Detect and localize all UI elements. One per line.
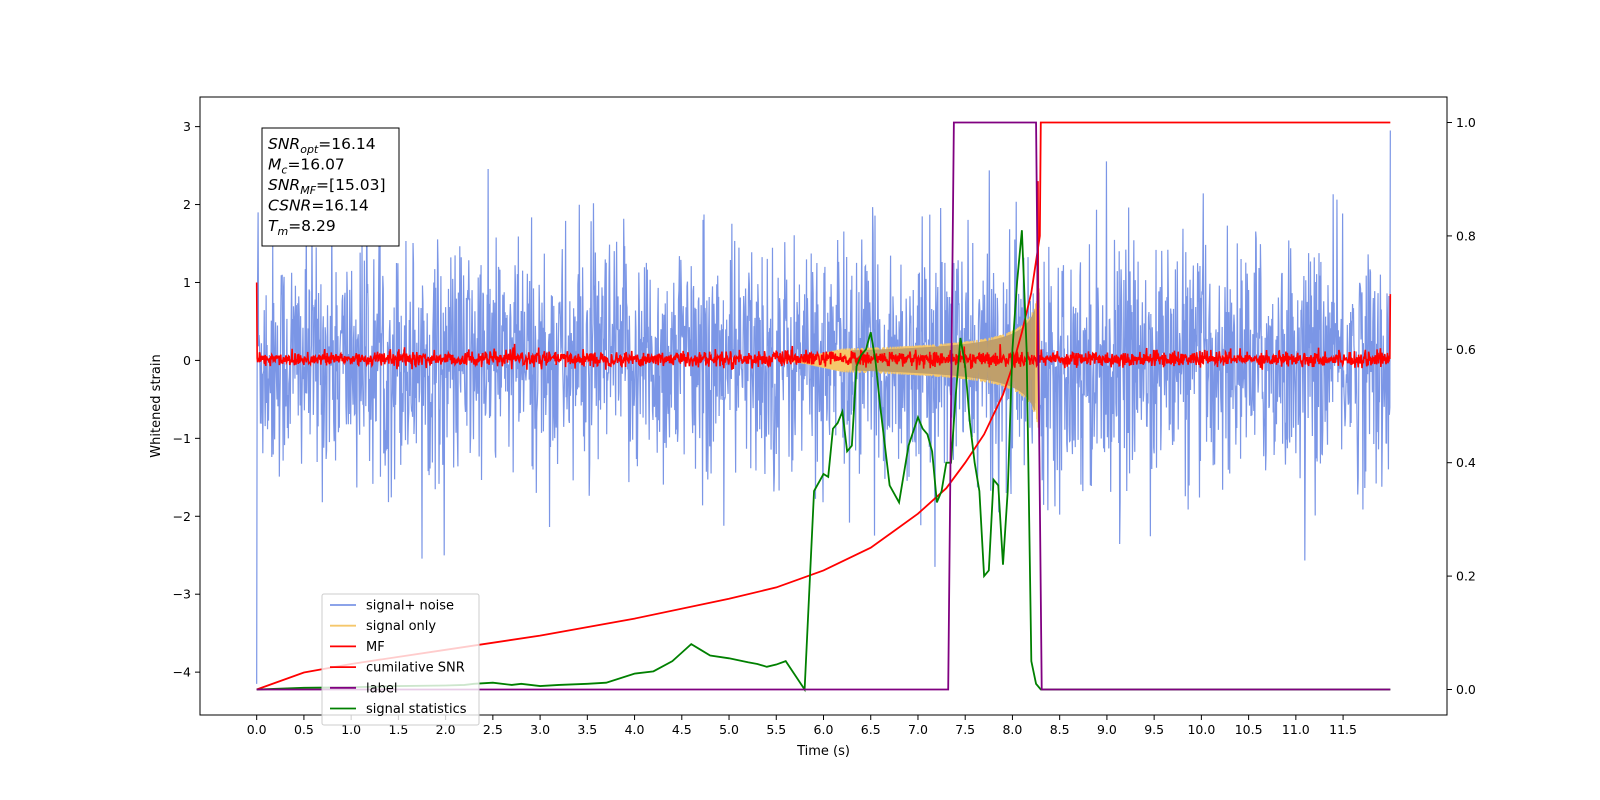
- annotation-line: CSNR=16.14: [268, 197, 369, 215]
- annotation-box: [261, 127, 400, 247]
- legend-entry: signal only: [366, 619, 436, 634]
- y-tick-label: 2: [183, 197, 191, 212]
- x-axis-label: Time (s): [796, 744, 850, 759]
- legend-entry: cumilative SNR: [366, 661, 465, 676]
- series-label: [256, 121, 1391, 691]
- y2-tick-label: 0.2: [1456, 569, 1476, 584]
- y-tick-label: 0: [183, 353, 191, 368]
- x-tick-label: 8.5: [1050, 722, 1070, 737]
- x-tick-label: 4.5: [672, 722, 692, 737]
- y2-tick-label: 1.0: [1456, 115, 1476, 130]
- axes: 0.0 0.5 1.0 1.5 2.0 2.5 3.0 3.5 4.0 4.5 5.0 5.5 6.0 6…: [173, 96, 1476, 737]
- annotation-line: SNRopt=16.14: [268, 135, 376, 156]
- legend-entry: MF: [366, 640, 385, 655]
- legend-entry: signal statistics: [366, 702, 467, 717]
- x-tick-label: 3.0: [530, 722, 550, 737]
- x-tick-label: 7.5: [955, 722, 975, 737]
- x-tick-label: 4.0: [625, 722, 645, 737]
- x-tick-label: 8.0: [1002, 722, 1022, 737]
- y-tick-label: −4: [173, 665, 191, 680]
- x-tick-label: 9.0: [1097, 722, 1117, 737]
- stats-annotation: SNRopt=16.14Mc=16.07SNRMF=[15.03]CSNR=16…: [261, 127, 400, 247]
- y2-tick-label: 0.0: [1456, 682, 1476, 697]
- y-tick-label: −3: [173, 587, 191, 602]
- x-tick-label: 10.5: [1235, 722, 1263, 737]
- x-tick-label: 6.0: [814, 722, 834, 737]
- y2-tick-label: 0.6: [1456, 342, 1476, 357]
- legend-entry: signal+ noise: [366, 599, 454, 614]
- annotation-line: Mc=16.07: [268, 156, 345, 177]
- x-tick-label: 1.0: [341, 722, 361, 737]
- y2-tick-label: 0.4: [1456, 455, 1476, 470]
- annotation-line: SNRMF=[15.03]: [268, 176, 386, 197]
- y-axis-label: Whitened strain: [149, 354, 164, 457]
- legend-box: [321, 593, 480, 726]
- legend-entry: label: [366, 681, 397, 696]
- x-tick-label: 5.5: [766, 722, 786, 737]
- x-tick-label: 5.0: [719, 722, 739, 737]
- x-tick-label: 7.0: [908, 722, 928, 737]
- x-tick-label: 2.5: [483, 722, 503, 737]
- y-tick-label: −1: [173, 431, 191, 446]
- x-tick-label: 11.5: [1329, 722, 1357, 737]
- y2-tick-label: 0.8: [1456, 228, 1476, 243]
- x-tick-label: 10.0: [1187, 722, 1215, 737]
- x-tick-label: 6.5: [861, 722, 881, 737]
- y-tick-label: 3: [183, 119, 191, 134]
- x-tick-label: 11.0: [1282, 722, 1310, 737]
- x-tick-label: 3.5: [577, 722, 597, 737]
- y-tick-label: 1: [183, 275, 191, 290]
- x-tick-label: 0.5: [294, 722, 314, 737]
- plot-area: [255, 121, 1392, 693]
- series-mf: [255, 181, 1392, 370]
- x-tick-label: 0.0: [247, 722, 267, 737]
- legend: signal+ noise signal only MF cumilative SNR…: [321, 593, 480, 726]
- y-tick-label: −2: [173, 509, 191, 524]
- x-tick-label: 9.5: [1144, 722, 1164, 737]
- x-tick-label: 1.5: [388, 722, 408, 737]
- series-signal-statistics: [256, 230, 1391, 693]
- annotation-line: Tm=8.29: [268, 217, 336, 238]
- series-signal-noise: [256, 130, 1391, 684]
- x-tick-label: 2.0: [436, 722, 456, 737]
